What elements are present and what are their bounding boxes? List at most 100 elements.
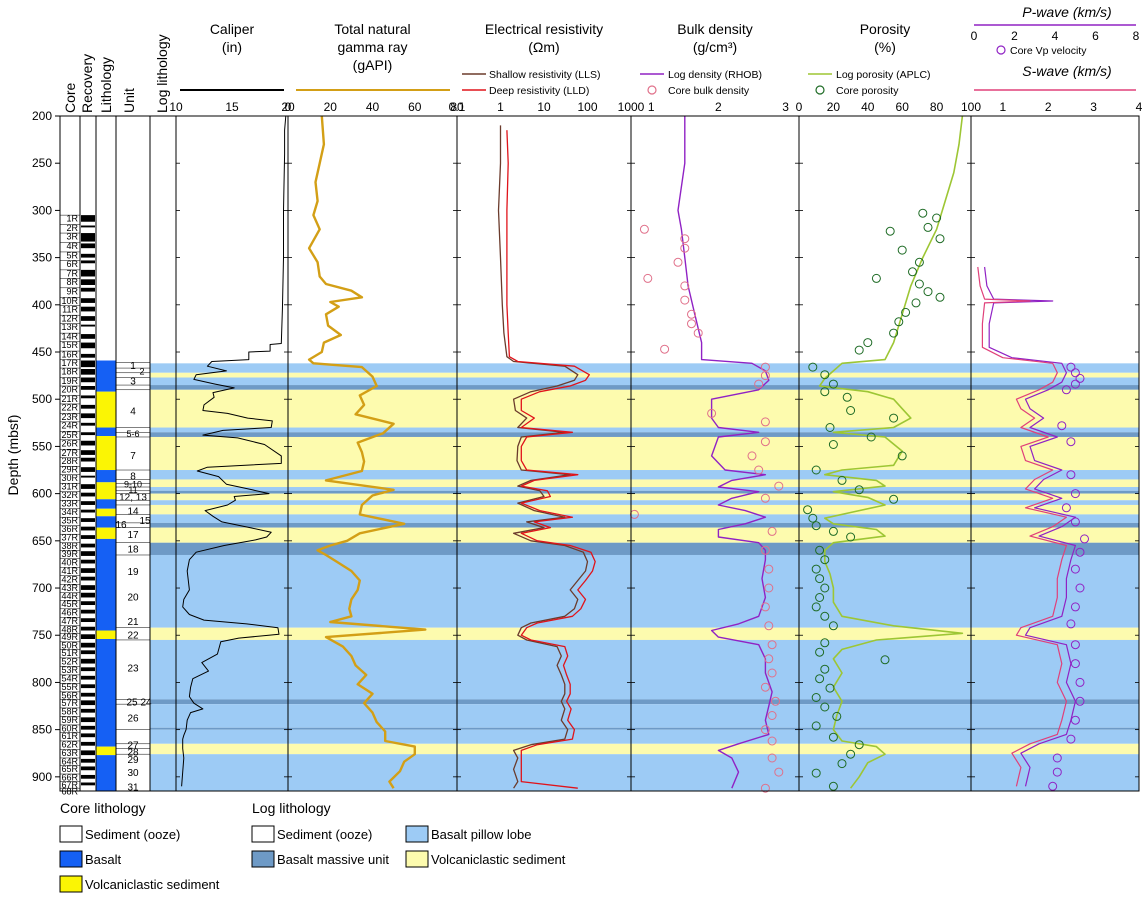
core-porosity-point bbox=[808, 513, 818, 523]
unit-label-25: 25 bbox=[126, 697, 138, 708]
recovery-interval bbox=[81, 543, 95, 548]
core-porosity-point bbox=[901, 307, 911, 317]
recovery-interval bbox=[81, 568, 95, 573]
legend: Core lithology Log lithology Sediment (ooz… bbox=[59, 800, 566, 893]
core-porosity-point bbox=[935, 292, 945, 302]
core-label-36R: 36R bbox=[61, 524, 78, 534]
core-porosity-point bbox=[828, 379, 838, 389]
recovery-interval bbox=[81, 725, 95, 730]
lithology-band-volc bbox=[150, 372, 1139, 378]
unit-label-15: 15 bbox=[139, 516, 151, 527]
track-tick-label-resist: 10 bbox=[537, 100, 551, 114]
frame-velocity bbox=[970, 115, 1140, 792]
core-label-39R: 39R bbox=[61, 549, 78, 559]
depth-tick-label: 850 bbox=[32, 723, 52, 737]
core-porosity-point bbox=[842, 392, 852, 402]
legend-swatch-log-volc bbox=[405, 850, 429, 868]
recovery-interval bbox=[81, 551, 95, 556]
core-porosity-point bbox=[828, 621, 838, 631]
recovery-interval bbox=[81, 432, 95, 436]
track-tick-label-density: 3 bbox=[782, 100, 789, 114]
core-porosity-point bbox=[811, 465, 821, 475]
core-porosity-point bbox=[828, 440, 838, 449]
column-title-recovery: Recovery bbox=[79, 54, 95, 113]
legend-label-core-volc: Volcaniclastic sediment bbox=[85, 877, 220, 892]
track-title-density: Bulk density bbox=[677, 21, 752, 37]
column-title-lithology: Lithology bbox=[98, 57, 114, 113]
core-label-24R: 24R bbox=[61, 420, 78, 430]
core-lithology-basalt bbox=[96, 538, 116, 631]
track-tick-label-porosity: 0 bbox=[796, 100, 803, 114]
core-label-64R: 64R bbox=[61, 756, 78, 766]
depth-tick-label: 900 bbox=[32, 770, 52, 784]
core-label-26R: 26R bbox=[61, 438, 78, 448]
unit-label-26: 26 bbox=[127, 713, 139, 724]
recovery-interval bbox=[81, 334, 95, 339]
track-tick-label-porosity: 100 bbox=[961, 100, 981, 114]
depth-tick-label: 400 bbox=[32, 298, 52, 312]
unit-label-1: 1 bbox=[130, 361, 136, 372]
core-vp-point bbox=[1070, 489, 1080, 499]
core-label-9R: 9R bbox=[66, 286, 78, 296]
depth-tick-label: 650 bbox=[32, 534, 52, 548]
track-title-caliper: Caliper bbox=[210, 21, 255, 37]
track-title-density: (g/cm³) bbox=[693, 39, 737, 55]
legend-swatch-core-volc bbox=[59, 875, 83, 893]
recovery-interval bbox=[81, 484, 95, 489]
core-porosity-point bbox=[825, 423, 835, 432]
vp-tick-label: 6 bbox=[1092, 29, 1099, 43]
core-vp-legend-label: Core Vp velocity bbox=[1010, 45, 1087, 57]
core-density-point bbox=[680, 281, 690, 291]
core-label-12R: 12R bbox=[61, 314, 78, 324]
core-label-40R: 40R bbox=[61, 557, 78, 567]
core-label-7R: 7R bbox=[66, 268, 78, 278]
core-porosity-point bbox=[889, 494, 899, 504]
lithology-band-volc bbox=[150, 504, 1139, 515]
track-tick-label-density: 1 bbox=[648, 100, 655, 114]
lithology-band-massive bbox=[150, 542, 1139, 555]
core-label-60R: 60R bbox=[61, 723, 78, 733]
unit-label-4: 4 bbox=[130, 407, 136, 418]
core-porosity-point bbox=[866, 432, 876, 442]
aplc-curve bbox=[818, 115, 964, 789]
core-vp-point bbox=[1052, 767, 1062, 777]
core-density-legend-label: Core bulk density bbox=[668, 85, 750, 97]
core-porosity-point bbox=[811, 768, 821, 778]
core-label-16R: 16R bbox=[61, 350, 78, 360]
core-porosity-point bbox=[837, 475, 847, 485]
core-density-point bbox=[760, 725, 770, 735]
core-density-point bbox=[680, 234, 690, 244]
recovery-interval bbox=[81, 253, 95, 258]
core-density-point bbox=[760, 417, 770, 427]
lld-curve bbox=[506, 130, 596, 789]
core-vp-point bbox=[1070, 659, 1080, 669]
core-porosity-point bbox=[897, 245, 907, 255]
core-vp-point bbox=[1070, 564, 1080, 574]
track-title-porosity: Porosity bbox=[860, 21, 911, 37]
track-tick-label-caliper: 10 bbox=[169, 100, 183, 114]
core-porosity-point bbox=[811, 602, 821, 612]
core-porosity-point bbox=[889, 413, 899, 423]
recovery-interval bbox=[81, 650, 95, 655]
track-title-gamma: Total natural bbox=[334, 21, 410, 37]
core-density-point bbox=[707, 408, 717, 418]
recovery-interval bbox=[81, 708, 95, 713]
core-label-43R: 43R bbox=[61, 583, 78, 593]
track-tick-label-caliper: 20 bbox=[281, 100, 295, 114]
recovery-interval bbox=[81, 634, 95, 640]
core-lithology-sediment bbox=[96, 116, 116, 361]
recovery-interval bbox=[81, 395, 95, 399]
depth-tick-label: 600 bbox=[32, 487, 52, 501]
legend-label-core-basalt: Basalt bbox=[85, 852, 122, 867]
recovery-interval bbox=[81, 717, 95, 723]
recovery-interval bbox=[81, 243, 95, 249]
recovery-interval bbox=[81, 269, 95, 277]
core-lithology-basalt bbox=[96, 516, 116, 528]
core-label-20R: 20R bbox=[61, 385, 78, 395]
core-lithology-volc bbox=[96, 436, 116, 471]
core-label-17R: 17R bbox=[61, 358, 78, 368]
core-porosity-point bbox=[914, 279, 924, 289]
core-lithology-basalt bbox=[96, 499, 116, 509]
core-porosity-point bbox=[889, 328, 899, 338]
unit-label-12, 13: 12, 13 bbox=[119, 492, 147, 503]
